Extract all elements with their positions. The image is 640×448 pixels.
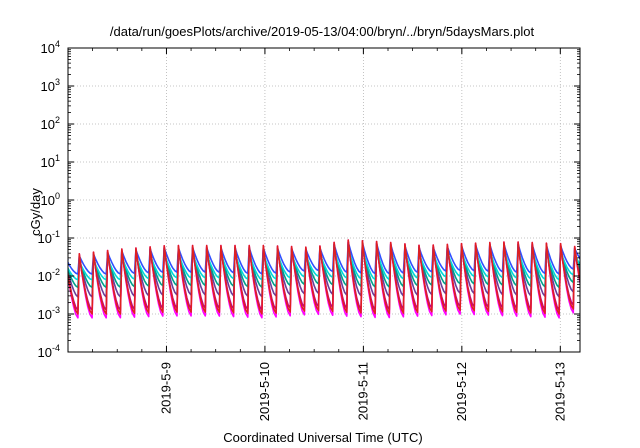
series-lines (68, 239, 580, 319)
x-tick-label: 2019-5-11 (355, 362, 370, 420)
x-tick-label: 2019-5-9 (158, 362, 173, 414)
x-axis-label: Coordinated Universal Time (UTC) (223, 430, 422, 445)
x-tick-label: 2019-5-10 (257, 362, 272, 421)
chart-title: /data/run/goesPlots/archive/2019-05-13/0… (110, 24, 535, 39)
x-tick-label: 2019-5-13 (552, 362, 567, 421)
series-line (68, 239, 580, 315)
x-tick-label: 2019-5-12 (454, 362, 469, 421)
y-axis-label: cGy/day (28, 188, 43, 236)
